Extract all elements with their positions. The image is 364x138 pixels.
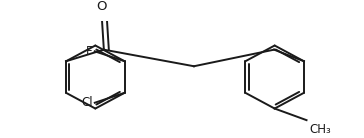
- Text: CH₃: CH₃: [309, 124, 331, 136]
- Text: O: O: [96, 0, 107, 13]
- Text: Cl: Cl: [81, 96, 93, 109]
- Text: F: F: [86, 45, 93, 58]
